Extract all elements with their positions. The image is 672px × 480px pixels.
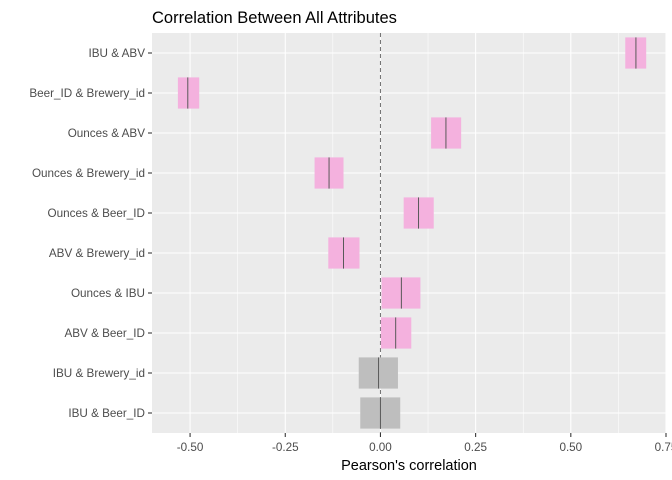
y-category-label: Ounces & ABV — [68, 127, 146, 140]
correlation-interval-bar — [177, 77, 200, 109]
y-category-label: IBU & Brewery_id — [53, 367, 145, 380]
x-tick-label: -0.25 — [272, 441, 299, 454]
y-category-label: ABV & Beer_ID — [64, 327, 145, 340]
x-tick-label: 0.00 — [369, 441, 392, 454]
y-category-label: Ounces & IBU — [71, 287, 145, 300]
y-category-label: ABV & Brewery_id — [49, 247, 145, 260]
y-category-label: IBU & Beer_ID — [68, 407, 145, 420]
x-axis-title: Pearson's correlation — [341, 458, 477, 474]
estimate-layer — [187, 37, 637, 429]
y-axis: IBU & ABV Beer_ID & Brewery_id Ounces & AB… — [29, 47, 152, 420]
x-tick-label: 0.25 — [464, 441, 487, 454]
y-category-label: IBU & ABV — [88, 47, 145, 60]
y-category-label: Ounces & Brewery_id — [32, 167, 145, 180]
chart-title: Correlation Between All Attributes — [152, 9, 397, 27]
x-axis: -0.50 -0.25 0.00 0.25 0.50 0.75 — [177, 433, 672, 454]
y-category-label: Beer_ID & Brewery_id — [29, 87, 145, 100]
grid-layer — [152, 33, 667, 433]
y-category-label: Ounces & Beer_ID — [48, 207, 145, 220]
x-tick-label: 0.75 — [655, 441, 672, 454]
x-tick-label: 0.50 — [559, 441, 582, 454]
x-tick-label: -0.50 — [177, 441, 204, 454]
